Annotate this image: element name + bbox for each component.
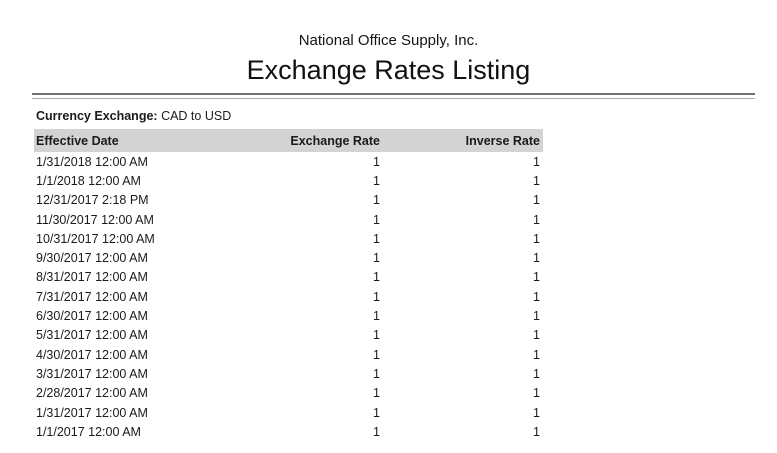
cell-exchange-rate: 1 bbox=[373, 270, 380, 285]
cell-exchange-rate: 1 bbox=[373, 347, 380, 362]
cell-effective-date: 3/31/2017 12:00 AM bbox=[36, 366, 148, 381]
table-row: 6/30/2017 12:00 AM 1 1 bbox=[34, 306, 543, 325]
table-row: 12/31/2017 2:18 PM 1 1 bbox=[34, 191, 543, 210]
cell-exchange-rate: 1 bbox=[373, 289, 380, 304]
cell-effective-date: 11/30/2017 12:00 AM bbox=[36, 212, 154, 227]
cell-effective-date: 7/31/2017 12:00 AM bbox=[36, 289, 148, 304]
cell-inverse-rate: 1 bbox=[533, 193, 540, 208]
table-row: 2/28/2017 12:00 AM 1 1 bbox=[34, 384, 543, 403]
table-header-row: Effective Date Exchange Rate Inverse Rat… bbox=[34, 129, 543, 152]
cell-effective-date: 1/31/2018 12:00 AM bbox=[36, 154, 148, 169]
cell-inverse-rate: 1 bbox=[533, 231, 540, 246]
cell-inverse-rate: 1 bbox=[533, 309, 540, 324]
cell-inverse-rate: 1 bbox=[533, 347, 540, 362]
table-row: 3/31/2017 12:00 AM 1 1 bbox=[34, 364, 543, 383]
cell-effective-date: 10/31/2017 12:00 AM bbox=[36, 231, 155, 246]
cell-exchange-rate: 1 bbox=[373, 173, 380, 188]
column-header-exchange-rate: Exchange Rate bbox=[290, 133, 380, 148]
table-row: 1/1/2017 12:00 AM 1 1 bbox=[34, 422, 543, 441]
cell-exchange-rate: 1 bbox=[373, 386, 380, 401]
cell-effective-date: 2/28/2017 12:00 AM bbox=[36, 386, 148, 401]
exchange-rates-table: Effective Date Exchange Rate Inverse Rat… bbox=[34, 129, 543, 441]
cell-inverse-rate: 1 bbox=[533, 289, 540, 304]
cell-exchange-rate: 1 bbox=[373, 424, 380, 439]
report-content: Currency Exchange: CAD to USD Effective … bbox=[32, 93, 755, 441]
cell-exchange-rate: 1 bbox=[373, 193, 380, 208]
currency-filter-label: Currency Exchange: bbox=[36, 109, 158, 123]
table-row: 4/30/2017 12:00 AM 1 1 bbox=[34, 345, 543, 364]
company-name: National Office Supply, Inc. bbox=[298, 32, 479, 49]
cell-inverse-rate: 1 bbox=[533, 328, 540, 343]
table-row: 10/31/2017 12:00 AM 1 1 bbox=[34, 229, 543, 248]
cell-exchange-rate: 1 bbox=[373, 212, 380, 227]
cell-inverse-rate: 1 bbox=[533, 424, 540, 439]
cell-effective-date: 1/31/2017 12:00 AM bbox=[36, 405, 148, 420]
column-header-inverse-rate: Inverse Rate bbox=[465, 133, 540, 148]
cell-exchange-rate: 1 bbox=[373, 251, 380, 266]
cell-inverse-rate: 1 bbox=[533, 405, 540, 420]
cell-exchange-rate: 1 bbox=[373, 328, 380, 343]
currency-filter: Currency Exchange: CAD to USD bbox=[36, 109, 755, 123]
cell-effective-date: 9/30/2017 12:00 AM bbox=[36, 251, 148, 266]
cell-inverse-rate: 1 bbox=[533, 154, 540, 169]
cell-exchange-rate: 1 bbox=[373, 231, 380, 246]
currency-filter-value: CAD to USD bbox=[161, 109, 232, 123]
table-row: 7/31/2017 12:00 AM 1 1 bbox=[34, 287, 543, 306]
report-page: National Office Supply, Inc. Exchange Ra… bbox=[32, 32, 755, 441]
table-row: 8/31/2017 12:00 AM 1 1 bbox=[34, 268, 543, 287]
cell-effective-date: 12/31/2017 2:18 PM bbox=[36, 193, 149, 208]
cell-exchange-rate: 1 bbox=[373, 154, 380, 169]
cell-effective-date: 1/1/2018 12:00 AM bbox=[36, 173, 141, 188]
cell-inverse-rate: 1 bbox=[533, 366, 540, 381]
cell-effective-date: 5/31/2017 12:00 AM bbox=[36, 328, 148, 343]
table-row: 5/31/2017 12:00 AM 1 1 bbox=[34, 326, 543, 345]
column-header-effective-date: Effective Date bbox=[36, 133, 119, 148]
cell-inverse-rate: 1 bbox=[533, 212, 540, 227]
table-row: 11/30/2017 12:00 AM 1 1 bbox=[34, 210, 543, 229]
cell-effective-date: 1/1/2017 12:00 AM bbox=[36, 424, 141, 439]
table-row: 1/31/2018 12:00 AM 1 1 bbox=[34, 152, 543, 171]
table-row: 9/30/2017 12:00 AM 1 1 bbox=[34, 248, 543, 267]
cell-effective-date: 4/30/2017 12:00 AM bbox=[36, 347, 148, 362]
cell-exchange-rate: 1 bbox=[373, 405, 380, 420]
table-body: 1/31/2018 12:00 AM 1 1 1/1/2018 12:00 AM… bbox=[34, 152, 543, 441]
title-divider bbox=[32, 93, 755, 99]
table-row: 1/31/2017 12:00 AM 1 1 bbox=[34, 403, 543, 422]
cell-inverse-rate: 1 bbox=[533, 386, 540, 401]
cell-effective-date: 6/30/2017 12:00 AM bbox=[36, 309, 148, 324]
cell-inverse-rate: 1 bbox=[533, 270, 540, 285]
cell-exchange-rate: 1 bbox=[373, 366, 380, 381]
cell-inverse-rate: 1 bbox=[533, 173, 540, 188]
cell-exchange-rate: 1 bbox=[373, 309, 380, 324]
cell-inverse-rate: 1 bbox=[533, 251, 540, 266]
page-title: Exchange Rates Listing bbox=[246, 55, 531, 85]
cell-effective-date: 8/31/2017 12:00 AM bbox=[36, 270, 148, 285]
table-row: 1/1/2018 12:00 AM 1 1 bbox=[34, 171, 543, 190]
